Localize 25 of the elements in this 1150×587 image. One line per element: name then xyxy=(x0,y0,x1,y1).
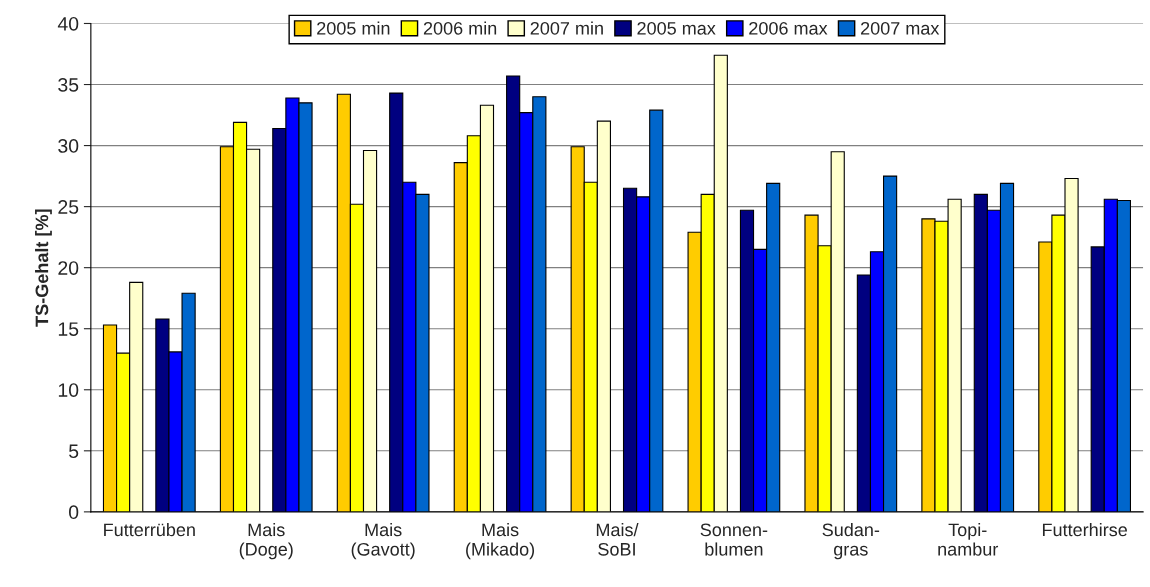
y-tick-label: 20 xyxy=(58,261,79,275)
legend-label: 2006 min xyxy=(423,21,497,35)
y-tick-label: 15 xyxy=(58,322,79,336)
x-tick-label: Mais (Mikado) xyxy=(466,522,535,560)
y-tick-label: 5 xyxy=(69,444,79,459)
x-tick-label: Mais (Doge) xyxy=(239,522,293,560)
y-axis-title: TS-Gehalt [%] xyxy=(35,209,52,327)
x-tick-label: Futterrüben xyxy=(104,522,195,537)
x-tick-label: Topi- nambur xyxy=(938,522,999,556)
y-tick-label: 0 xyxy=(68,505,79,520)
x-tick-label: Mais/ SoBI xyxy=(596,522,639,556)
y-tick-label: 35 xyxy=(58,78,79,92)
x-tick-label: Mais (Gavott) xyxy=(351,522,415,560)
x-tick-label: Sonnen- blumen xyxy=(700,523,768,556)
y-tick-label: 10 xyxy=(58,383,79,397)
y-tick-label: 40 xyxy=(57,16,79,31)
legend-label: 2006 max xyxy=(749,21,828,35)
legend-label: 2007 min xyxy=(530,21,603,35)
y-tick-label: 25 xyxy=(58,200,79,214)
x-tick-label: Sudan- gras xyxy=(822,522,880,560)
legend-label: 2005 max xyxy=(637,21,716,35)
x-tick-label: Futterhirse xyxy=(1042,522,1127,537)
legend-label: 2005 min xyxy=(317,21,390,35)
y-tick-label: 30 xyxy=(58,139,79,153)
legend-label: 2007 max xyxy=(861,21,940,35)
